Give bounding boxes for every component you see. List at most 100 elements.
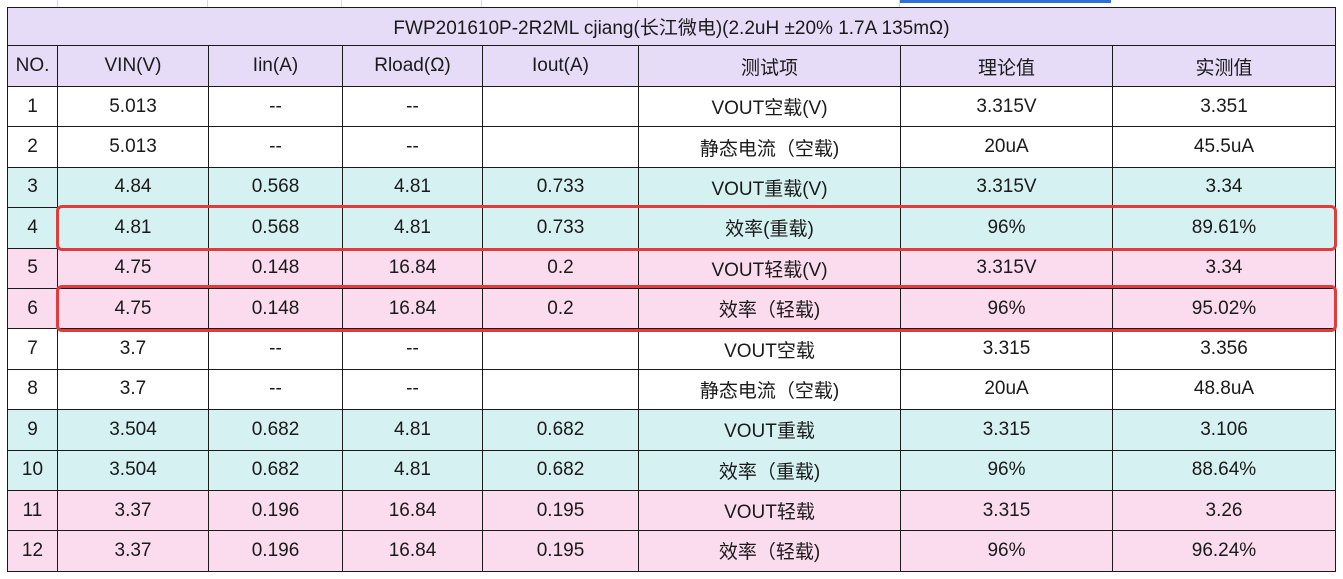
table-cell[interactable]: 4.81 — [342, 409, 483, 451]
table-cell[interactable]: 0.196 — [208, 530, 343, 572]
table-cell[interactable]: 0.733 — [482, 166, 639, 209]
table-cell[interactable]: 3.351 — [1112, 85, 1336, 128]
table-cell[interactable]: VOUT轻载 — [638, 489, 901, 532]
table-cell[interactable]: 4.75 — [57, 287, 209, 330]
table-cell[interactable]: 95.02% — [1112, 287, 1336, 330]
table-cell[interactable]: 4.81 — [342, 449, 483, 491]
table-cell[interactable]: -- — [208, 368, 343, 411]
table-cell[interactable]: 0.682 — [482, 449, 639, 491]
table-cell[interactable]: 2 — [7, 126, 58, 168]
table-cell[interactable] — [482, 368, 639, 411]
table-cell[interactable]: 3.356 — [1112, 328, 1336, 370]
table-cell[interactable]: -- — [208, 328, 343, 370]
table-title-cell[interactable]: FWP201610P-2R2ML cjiang(长江微电)(2.2uH ±20%… — [7, 7, 1336, 46]
table-cell[interactable]: 4.81 — [342, 207, 483, 249]
table-cell[interactable]: 效率（轻载) — [638, 287, 901, 330]
table-cell[interactable]: 3.7 — [57, 328, 209, 370]
table-cell[interactable]: 0.195 — [482, 489, 639, 532]
table-cell[interactable]: 96.24% — [1112, 530, 1336, 572]
table-cell[interactable]: 9 — [7, 409, 58, 451]
table-cell[interactable]: 6 — [7, 287, 58, 330]
table-cell[interactable]: 4.84 — [57, 166, 209, 209]
table-cell[interactable]: 3.315 — [900, 489, 1113, 532]
table-cell[interactable]: 0.196 — [208, 489, 343, 532]
table-cell[interactable]: 3.34 — [1112, 166, 1336, 209]
table-cell[interactable]: 96% — [900, 449, 1113, 491]
column-header-cell[interactable]: 测试项 — [638, 45, 901, 87]
table-cell[interactable]: 3.26 — [1112, 489, 1336, 532]
table-cell[interactable]: 4.81 — [342, 166, 483, 209]
table-cell[interactable]: 4.75 — [57, 247, 209, 289]
column-header-cell[interactable]: Iout(A) — [482, 45, 639, 87]
table-cell[interactable]: 16.84 — [342, 247, 483, 289]
table-cell[interactable]: 0.682 — [482, 409, 639, 451]
table-cell[interactable]: 3.7 — [57, 368, 209, 411]
table-cell[interactable]: 89.61% — [1112, 207, 1336, 249]
table-cell[interactable]: 0.682 — [208, 449, 343, 491]
table-cell[interactable]: 3.315V — [900, 85, 1113, 128]
table-cell[interactable]: -- — [342, 126, 483, 168]
column-header-cell[interactable]: Iin(A) — [208, 45, 343, 87]
table-cell[interactable]: 3.315 — [900, 409, 1113, 451]
table-cell[interactable]: 4 — [7, 207, 58, 249]
table-cell[interactable]: 0.733 — [482, 207, 639, 249]
table-cell[interactable]: 0.682 — [208, 409, 343, 451]
table-cell[interactable]: 45.5uA — [1112, 126, 1336, 168]
table-cell[interactable]: 96% — [900, 207, 1113, 249]
table-cell[interactable]: VOUT重载(V) — [638, 166, 901, 209]
table-cell[interactable]: 3.37 — [57, 530, 209, 572]
table-cell[interactable]: 4.81 — [57, 207, 209, 249]
table-cell[interactable]: 0.2 — [482, 287, 639, 330]
table-cell[interactable]: -- — [208, 126, 343, 168]
table-cell[interactable]: 效率(重载) — [638, 207, 901, 249]
table-cell[interactable]: 3.106 — [1112, 409, 1336, 451]
table-cell[interactable]: 20uA — [900, 368, 1113, 411]
table-cell[interactable]: 3.34 — [1112, 247, 1336, 289]
table-cell[interactable]: 0.2 — [482, 247, 639, 289]
table-cell[interactable]: 16.84 — [342, 530, 483, 572]
table-cell[interactable]: 3.315V — [900, 247, 1113, 289]
table-cell[interactable]: 3.315V — [900, 166, 1113, 209]
table-cell[interactable]: 5 — [7, 247, 58, 289]
table-cell[interactable]: 静态电流（空载) — [638, 126, 901, 168]
table-cell[interactable]: VOUT轻载(V) — [638, 247, 901, 289]
table-cell[interactable]: 效率（轻载) — [638, 530, 901, 572]
table-cell[interactable]: 0.148 — [208, 247, 343, 289]
table-cell[interactable]: 88.64% — [1112, 449, 1336, 491]
table-cell[interactable]: 5.013 — [57, 85, 209, 128]
table-cell[interactable] — [482, 328, 639, 370]
table-cell[interactable]: 3.504 — [57, 449, 209, 491]
table-cell[interactable]: VOUT空载 — [638, 328, 901, 370]
table-cell[interactable]: 3.504 — [57, 409, 209, 451]
table-cell[interactable]: 效率（重载) — [638, 449, 901, 491]
table-cell[interactable]: 20uA — [900, 126, 1113, 168]
table-cell[interactable]: VOUT空载(V) — [638, 85, 901, 128]
table-cell[interactable]: 10 — [7, 449, 58, 491]
table-cell[interactable]: 3.315 — [900, 328, 1113, 370]
table-cell[interactable]: 7 — [7, 328, 58, 370]
table-cell[interactable]: 16.84 — [342, 489, 483, 532]
table-cell[interactable]: 8 — [7, 368, 58, 411]
table-cell[interactable]: 96% — [900, 530, 1113, 572]
table-cell[interactable]: -- — [342, 368, 483, 411]
column-header-cell[interactable]: Rload(Ω) — [342, 45, 483, 87]
table-cell[interactable]: 96% — [900, 287, 1113, 330]
table-cell[interactable]: 0.195 — [482, 530, 639, 572]
table-cell[interactable]: 12 — [7, 530, 58, 572]
table-cell[interactable]: 1 — [7, 85, 58, 128]
table-cell[interactable]: 0.568 — [208, 207, 343, 249]
table-cell[interactable]: 48.8uA — [1112, 368, 1336, 411]
table-cell[interactable]: 静态电流（空载) — [638, 368, 901, 411]
column-header-cell[interactable]: 实测值 — [1112, 45, 1336, 87]
column-header-cell[interactable]: 理论值 — [900, 45, 1113, 87]
table-cell[interactable]: 11 — [7, 489, 58, 532]
table-cell[interactable]: -- — [342, 85, 483, 128]
table-cell[interactable]: 0.568 — [208, 166, 343, 209]
column-header-cell[interactable]: NO. — [7, 45, 58, 87]
table-cell[interactable]: -- — [208, 85, 343, 128]
table-cell[interactable]: 5.013 — [57, 126, 209, 168]
table-cell[interactable] — [482, 85, 639, 128]
column-header-cell[interactable]: VIN(V) — [57, 45, 209, 87]
table-cell[interactable]: 3.37 — [57, 489, 209, 532]
table-cell[interactable]: -- — [342, 328, 483, 370]
